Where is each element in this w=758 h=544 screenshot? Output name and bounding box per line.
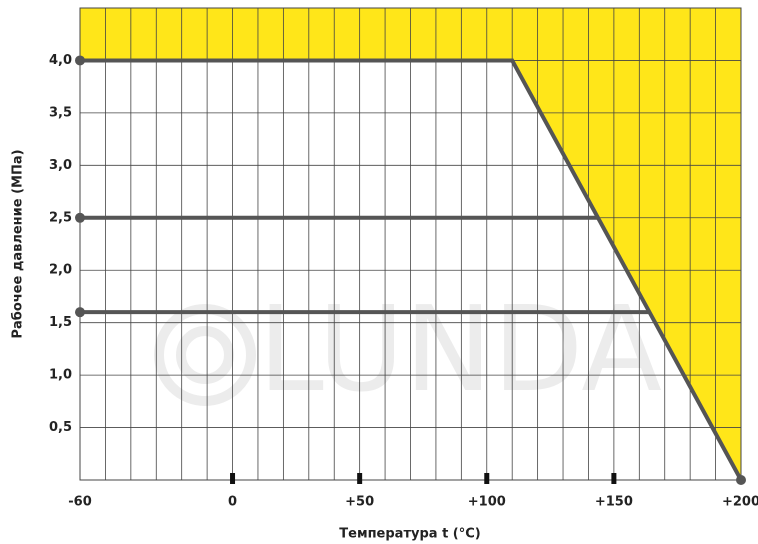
x-tick-label: -60 [68,495,92,510]
x-tick-mark [357,473,363,484]
y-tick-label: 1,5 [49,315,72,330]
point [75,307,85,318]
point [75,212,85,223]
y-tick-label: 1,0 [49,368,72,383]
point [736,475,746,485]
y-tick-label: 2,5 [49,210,72,225]
x-tick-label: +50 [345,495,374,510]
y-tick-label: 2,0 [49,263,72,278]
y-tick-label: 0,5 [49,420,72,435]
y-axis-label: Рабочее давление (МПа) [11,149,26,338]
watermark-ring [154,304,256,406]
x-tick-mark [611,473,617,484]
y-tick-label: 4,0 [49,53,72,68]
x-tick-mark [230,473,236,484]
y-tick-label: 3,5 [49,105,72,120]
watermark: LUNDA [258,280,662,418]
x-axis-label: Температура t (°C) [339,527,480,542]
y-tick-label: 3,0 [49,158,72,173]
point [75,55,85,66]
x-tick-mark [484,473,490,484]
x-tick-label: +100 [468,495,506,510]
watermark-logo [154,304,256,406]
x-tick-label: +150 [595,495,633,510]
x-tick-label: 0 [228,495,237,510]
line [80,58,743,481]
limit-area [80,8,741,480]
plot-frame [79,7,742,481]
x-tick-label: +200 [722,495,758,510]
watermark-ring [176,326,234,384]
